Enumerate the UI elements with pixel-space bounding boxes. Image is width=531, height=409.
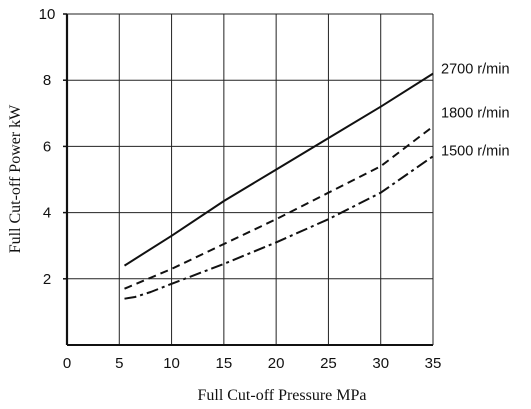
grid <box>67 14 433 345</box>
x-tick-label: 30 <box>372 355 389 372</box>
x-tick-labels: 0 5 10 15 20 25 30 35 <box>63 355 442 372</box>
y-tick-label: 10 <box>39 6 56 23</box>
y-tick-label: 4 <box>43 205 51 222</box>
series-label: 1800 r/min <box>441 106 510 122</box>
y-tick-labels: 2 4 6 8 10 <box>39 6 56 288</box>
y-tick-label: 2 <box>43 271 51 288</box>
x-tick-label: 15 <box>216 355 233 372</box>
series-line <box>124 155 434 300</box>
x-tick-label: 25 <box>320 355 337 372</box>
y-axis-title: Full Cut-off Power kW <box>7 104 24 253</box>
x-tick-label: 20 <box>268 355 285 372</box>
x-tick-label: 5 <box>115 355 123 372</box>
x-tick-label: 0 <box>63 355 71 372</box>
series-labels: 2700 r/min 1800 r/min 1500 r/min <box>441 62 510 160</box>
y-tick-label: 8 <box>43 72 51 89</box>
series-label: 2700 r/min <box>441 62 510 78</box>
x-tick-label: 10 <box>163 355 180 372</box>
series-line <box>123 72 434 267</box>
x-tick-label: 35 <box>425 355 442 372</box>
series-line <box>124 125 434 290</box>
x-axis-title: Full Cut-off Pressure MPa <box>197 387 366 404</box>
series-label: 1500 r/min <box>441 143 510 159</box>
y-tick-label: 6 <box>43 138 51 155</box>
plot-area-frame <box>63 13 434 346</box>
series-layer <box>123 72 434 300</box>
